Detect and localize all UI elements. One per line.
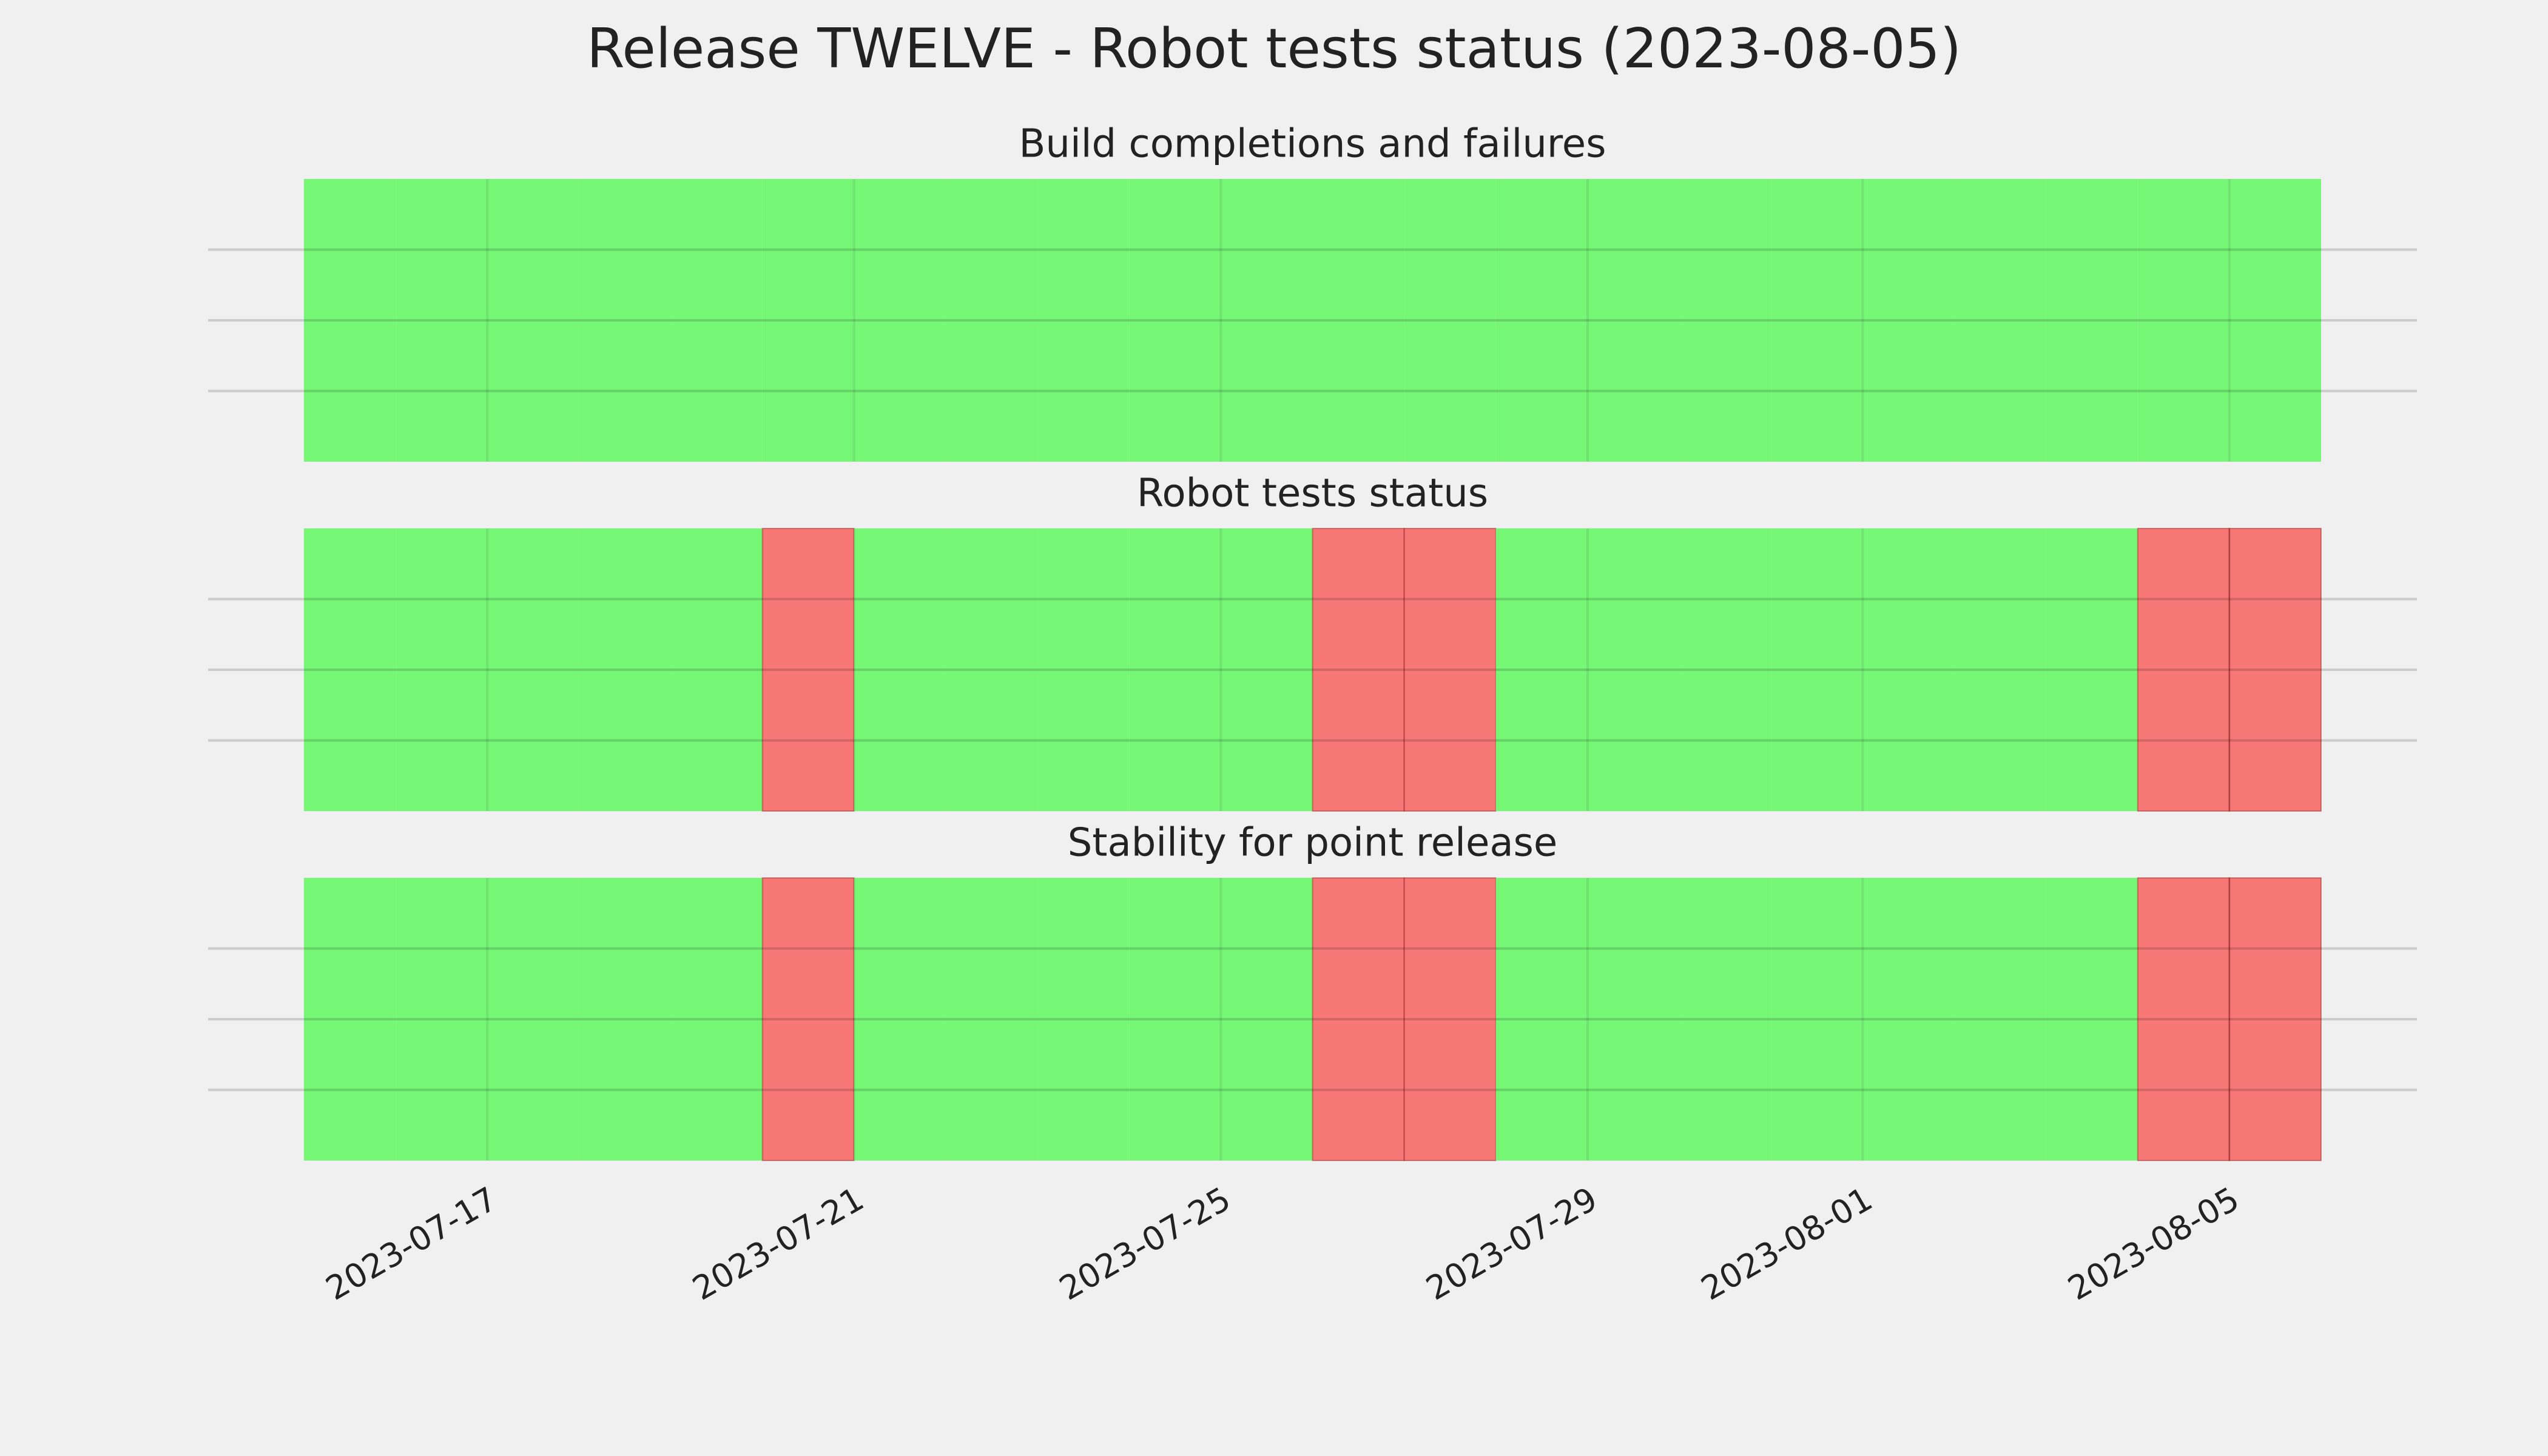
- status-bar: [396, 179, 488, 462]
- status-bar: [2046, 878, 2138, 1161]
- chart-title: Release TWELVE - Robot tests status (202…: [587, 17, 1961, 81]
- status-bar: [2137, 179, 2230, 462]
- status-bar: [396, 528, 488, 811]
- status-bar: [1129, 878, 1221, 1161]
- status-bar: [1679, 528, 1771, 811]
- status-bar: [304, 878, 396, 1161]
- status-bar: [1221, 179, 1313, 462]
- status-bar: [2046, 179, 2138, 462]
- status-bar: [1771, 878, 1863, 1161]
- status-bar: [2137, 528, 2230, 812]
- status-bar: [2228, 528, 2322, 812]
- status-bar: [1954, 528, 2046, 811]
- status-bar: [1221, 528, 1313, 811]
- status-bar: [1037, 528, 1130, 811]
- status-bar: [761, 528, 855, 812]
- status-bar: [1221, 878, 1313, 1161]
- status-bar: [854, 878, 946, 1161]
- subplot-title: Build completions and failures: [1019, 122, 1606, 167]
- status-bar: [1312, 528, 1405, 812]
- status-bar: [1679, 878, 1771, 1161]
- status-bar: [670, 878, 763, 1161]
- status-bar: [1495, 528, 1588, 811]
- status-bar: [761, 877, 855, 1161]
- status-bar: [945, 878, 1038, 1161]
- status-bar: [1129, 179, 1221, 462]
- status-bar: [1771, 528, 1863, 811]
- status-bar: [1037, 878, 1130, 1161]
- status-bar: [854, 528, 946, 811]
- status-bar: [1862, 528, 1955, 811]
- status-bar: [1954, 179, 2046, 462]
- status-bar: [854, 179, 946, 462]
- subplot-title: Robot tests status: [1137, 471, 1488, 516]
- status-bar: [2228, 877, 2322, 1161]
- status-bar: [396, 878, 488, 1161]
- status-bar: [304, 528, 396, 811]
- status-bar: [1587, 878, 1680, 1161]
- status-bar: [487, 878, 579, 1161]
- status-bar: [1954, 878, 2046, 1161]
- status-bar: [579, 878, 671, 1161]
- status-bar: [2046, 528, 2138, 811]
- status-bar: [1587, 179, 1680, 462]
- status-bar: [1862, 179, 1955, 462]
- status-bar: [487, 179, 579, 462]
- status-bar: [1771, 179, 1863, 462]
- status-bar: [304, 179, 396, 462]
- status-bar: [762, 179, 854, 462]
- status-bar: [2229, 179, 2321, 462]
- status-bar: [1587, 528, 1680, 811]
- status-bar: [579, 179, 671, 462]
- status-bar: [1495, 878, 1588, 1161]
- status-bar: [1037, 179, 1130, 462]
- status-bar: [1312, 179, 1404, 462]
- status-bar: [670, 179, 763, 462]
- status-bar: [1495, 179, 1588, 462]
- status-bar: [1404, 179, 1496, 462]
- status-bar: [579, 528, 671, 811]
- status-bar: [1129, 528, 1221, 811]
- status-bar: [945, 528, 1038, 811]
- status-bar: [487, 528, 579, 811]
- status-bar: [1862, 878, 1955, 1161]
- status-bar: [1403, 877, 1497, 1161]
- status-bar: [1679, 179, 1771, 462]
- subplot-title: Stability for point release: [1068, 821, 1558, 866]
- status-bar: [1403, 528, 1497, 812]
- status-bar: [670, 528, 763, 811]
- status-bar: [945, 179, 1038, 462]
